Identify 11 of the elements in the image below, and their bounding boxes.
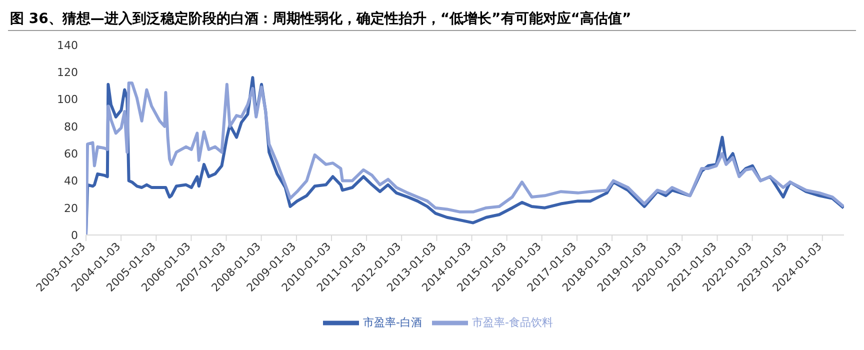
y-tick-label: 80 (64, 120, 78, 134)
y-tick-label: 40 (64, 174, 78, 188)
y-tick-label: 20 (64, 202, 78, 215)
y-tick-label: 140 (57, 38, 78, 52)
y-tick-label: 100 (57, 93, 78, 106)
y-tick-label: 0 (71, 228, 78, 242)
y-tick-label: 120 (57, 66, 78, 80)
chart-title: 图 36、猜想—进入到泛稳定阶段的白酒：周期性弱化，确定性抬升，“低增长”有可能对应“高估值” (8, 8, 856, 31)
legend-label: 市盈率-食品饮料 (472, 316, 553, 330)
y-tick-label: 60 (64, 147, 78, 160)
legend-label: 市盈率-白酒 (363, 316, 422, 330)
